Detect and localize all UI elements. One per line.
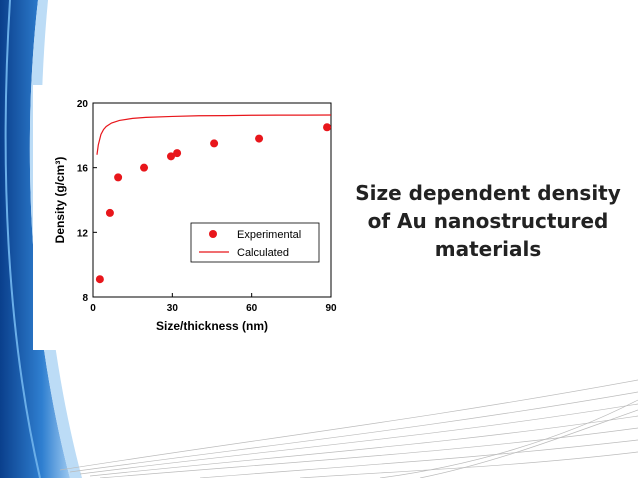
point	[167, 152, 176, 161]
legend-label: Experimental	[237, 229, 301, 241]
slide-title: Size dependent density of Au nanostructu…	[355, 181, 621, 261]
y-axis-label: Density (g/cm³)	[53, 157, 67, 244]
y-tick-label: 12	[77, 228, 89, 239]
point	[140, 163, 149, 172]
x-tick-label: 30	[167, 303, 179, 314]
point	[114, 173, 123, 182]
title-line: materials	[435, 237, 541, 261]
legend-label: Calculated	[237, 247, 289, 259]
point	[210, 139, 219, 148]
point	[105, 208, 114, 217]
chart-panel	[33, 85, 341, 350]
y-tick-label: 8	[82, 293, 88, 304]
legend-symbol	[209, 230, 217, 238]
x-tick-label: 90	[325, 303, 337, 314]
x-tick-label: 0	[90, 303, 96, 314]
y-tick-label: 16	[77, 164, 89, 175]
swoosh	[0, 0, 70, 478]
plot-frame	[92, 102, 332, 298]
title-line: Size dependent density	[355, 181, 621, 205]
title-line: of Au nanostructured	[368, 209, 609, 233]
point	[255, 134, 264, 143]
x-tick-label: 60	[246, 303, 258, 314]
point	[173, 149, 182, 158]
line	[96, 114, 332, 155]
legend-box	[190, 222, 320, 263]
x-axis-label: Size/thickness (nm)	[156, 319, 268, 333]
point	[323, 123, 332, 132]
y-tick-label: 20	[77, 99, 89, 110]
swoosh-line	[4, 0, 41, 479]
point	[95, 275, 104, 284]
waves	[59, 379, 638, 479]
